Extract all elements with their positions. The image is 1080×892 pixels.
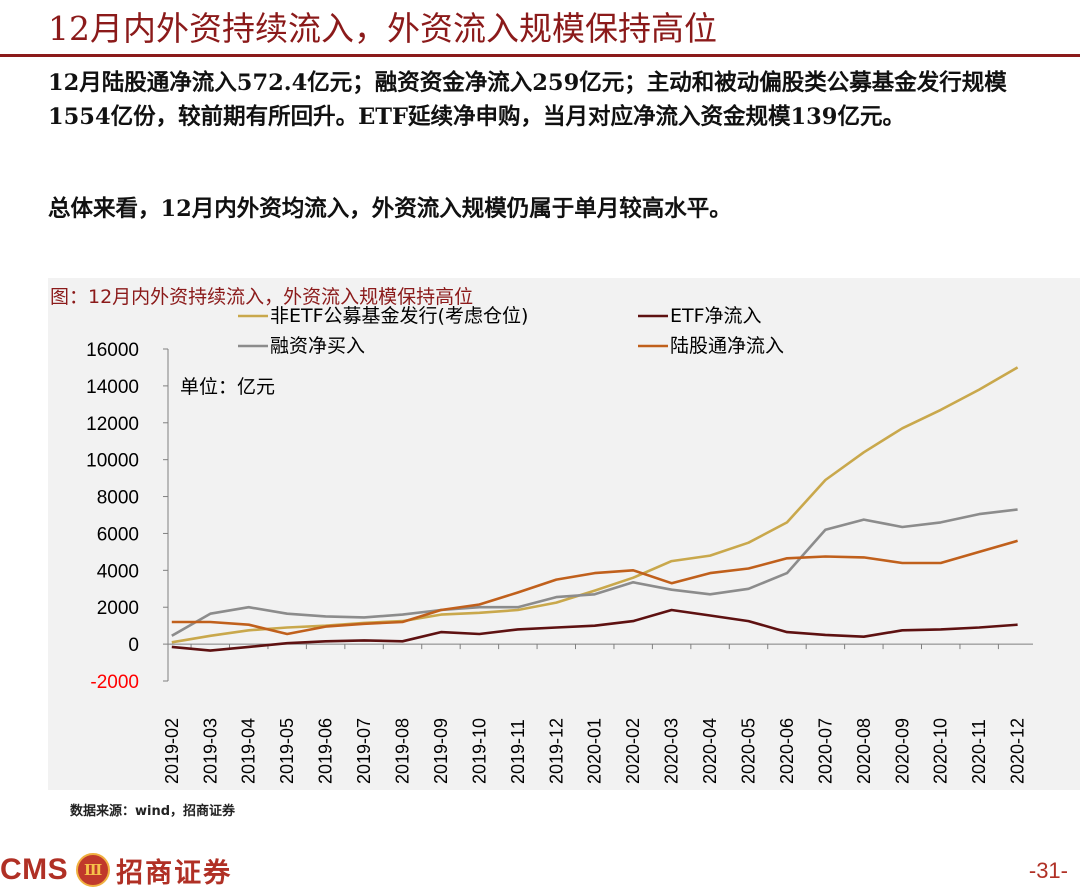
x-tick-label: 2020-02 (623, 718, 643, 784)
x-tick-label: 2019-09 (431, 718, 451, 784)
series-line-1 (171, 366, 1019, 644)
page-number: -31- (1028, 858, 1068, 883)
legend-label: 融资净买入 (270, 335, 365, 357)
chart-panel: 图：12月内外资持续流入，外资流入规模保持高位 -2000 0 2000 4000 600… (48, 278, 1080, 790)
x-tick-label: 2019-06 (316, 718, 336, 784)
x-tick-label: 2020-06 (777, 718, 797, 784)
x-tick-label: 2020-12 (1008, 718, 1028, 784)
line-chart: 图：12月内外资持续流入，外资流入规模保持高位 -2000 0 2000 4000 600… (50, 286, 1033, 784)
x-tick-label: 2019-02 (162, 718, 182, 784)
series-line-2 (171, 608, 1018, 652)
x-tick-label: 2020-03 (662, 718, 682, 784)
logo-emblem-icon: Ⅲ (76, 853, 111, 887)
x-tick-label: 2019-08 (393, 718, 413, 784)
y-tick-label: 12000 (86, 414, 139, 435)
logo-company-name: 招商证券 (116, 857, 233, 889)
x-tick-label: 2019-12 (546, 718, 566, 784)
x-tick-label: 2020-04 (700, 718, 720, 784)
x-tick-label: 2020-10 (931, 718, 951, 784)
x-tick-label: 2019-07 (354, 718, 374, 784)
page-title: 12月内外资持续流入，外资流入规模保持高位 (48, 9, 717, 48)
y-tick-label: 4000 (97, 561, 139, 582)
x-tick-label: 2020-08 (854, 718, 874, 784)
title-divider (0, 54, 1080, 57)
y-tick-label: -2000 (90, 672, 139, 693)
y-tick-label: 8000 (97, 488, 139, 509)
series-line-4 (171, 539, 1018, 636)
x-tick-label: 2019-11 (508, 719, 528, 784)
unit-label: 单位：亿元 (180, 376, 275, 398)
y-tick-label: 10000 (86, 451, 139, 472)
y-tick-label: 16000 (86, 340, 139, 361)
chart-title: 图：12月内外资持续流入，外资流入规模保持高位 (50, 286, 473, 308)
x-tick-label: 2020-01 (585, 718, 605, 784)
x-tick-label: 2020-11 (969, 719, 989, 784)
company-logo: CMS Ⅲ 招商证券 (0, 848, 232, 892)
x-tick-label: 2020-05 (739, 718, 759, 784)
legend-label: 陆股通净流入 (670, 335, 784, 357)
y-tick-label: 0 (128, 635, 139, 656)
conclusion-paragraph: 总体来看，12月内外资均流入，外资流入规模仍属于单月较高水平。 (48, 196, 732, 222)
summary-paragraph: 12月陆股通净流入572.4亿元；融资资金净流入259亿元；主动和被动偏股类公募… (48, 70, 1007, 130)
x-tick-label: 2019-03 (200, 718, 220, 784)
x-tick-label: 2019-05 (277, 718, 297, 784)
logo-cms-text: CMS (0, 853, 69, 886)
x-tick-label: 2019-04 (239, 718, 259, 784)
legend-label: ETF净流入 (670, 305, 762, 327)
source-note: 数据来源：wind，招商证券 (70, 804, 236, 819)
y-tick-label: 2000 (97, 598, 139, 619)
x-tick-label: 2020-09 (892, 718, 912, 784)
x-tick-label: 2019-10 (469, 718, 489, 784)
legend-label: 非ETF公募基金发行(考虑仓位) (270, 305, 528, 327)
x-tick-label: 2020-07 (815, 718, 835, 784)
y-tick-label: 14000 (86, 377, 139, 398)
series-line-3 (171, 508, 1018, 637)
y-tick-label: 6000 (97, 524, 139, 545)
